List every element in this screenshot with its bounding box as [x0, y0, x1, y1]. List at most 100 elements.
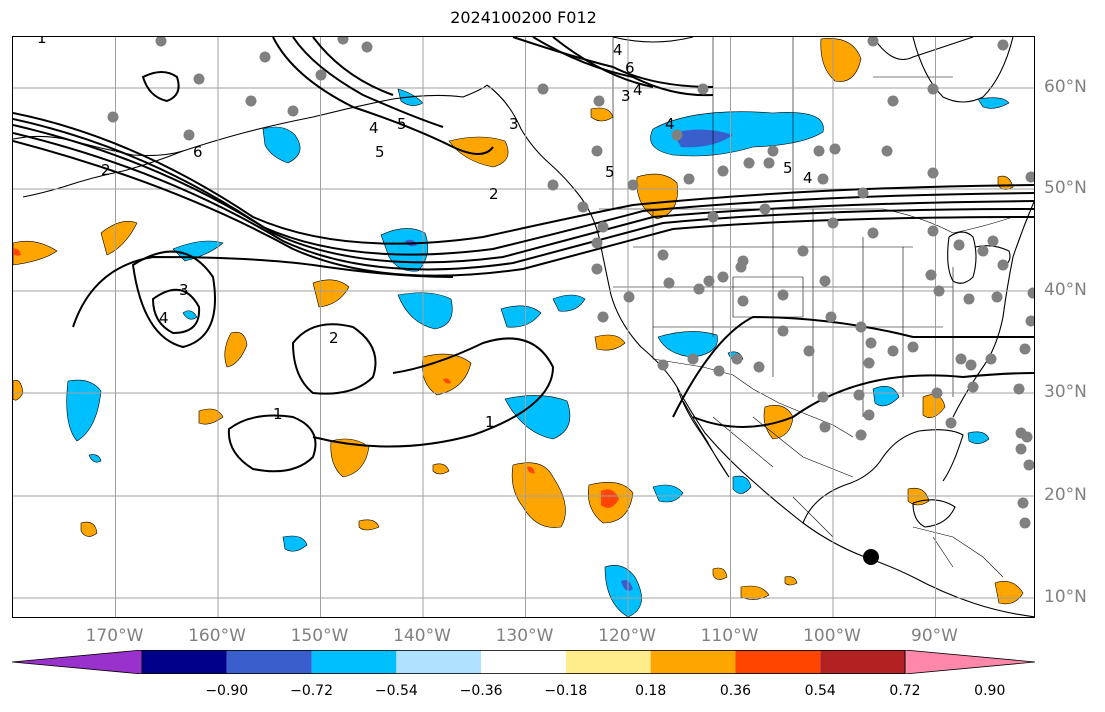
pos-patch-carib [994, 581, 1024, 605]
station-marker [713, 365, 725, 377]
station-marker [737, 255, 749, 267]
colorbar-tick-label: −0.54 [374, 683, 418, 699]
colorbar-segment [565, 650, 651, 674]
contour-label: 3 [179, 281, 189, 299]
neg-patch-hawaii-s [88, 454, 102, 463]
longitude-label: 140°W [393, 626, 451, 646]
station-marker [1025, 315, 1034, 327]
station-marker [825, 311, 837, 323]
colorbar-tick-label: −0.18 [544, 683, 588, 699]
baja-coast [676, 386, 730, 478]
canada-arctic [612, 37, 974, 61]
latitude-label: 10°N [1044, 587, 1087, 607]
station-marker [683, 173, 695, 185]
station-marker [907, 341, 919, 353]
latitude-label: 40°N [1044, 280, 1087, 300]
station-marker [819, 421, 831, 433]
station-marker [717, 165, 729, 177]
strong-positive-cores [13, 248, 619, 508]
contour-label: 5 [605, 163, 615, 181]
latitude-label: 60°N [1044, 77, 1087, 97]
station-marker [337, 37, 349, 45]
station-marker [703, 275, 715, 287]
pos-patch-tropic-a [511, 462, 566, 528]
contour-label: 2 [489, 185, 499, 203]
neg-patch-alaska-sw [262, 126, 301, 164]
us-states [613, 209, 954, 417]
longitude-label: 170°W [85, 626, 144, 646]
neg-patch-mex-w [732, 475, 752, 494]
contour-label: 1 [485, 413, 495, 431]
station-marker [1025, 171, 1034, 183]
colorbar-tick-label: −0.36 [459, 683, 503, 699]
colorbar-segment [820, 650, 905, 674]
colorbar-tick-label: 0.18 [635, 683, 667, 699]
station-marker [663, 277, 675, 289]
station-marker [657, 249, 669, 261]
station-marker [955, 353, 967, 365]
station-marker [597, 311, 609, 323]
station-marker [1027, 287, 1034, 299]
station-marker [743, 157, 755, 169]
station-marker [997, 39, 1009, 51]
station-marker [829, 143, 841, 155]
hudson-bay [912, 37, 1014, 103]
longitude-label: 110°W [700, 626, 759, 646]
station-marker [985, 353, 997, 365]
station-marker [763, 157, 775, 169]
colorbar-segment [142, 650, 227, 674]
station-marker [1021, 431, 1033, 443]
station-marker [753, 361, 765, 373]
contour-label: 6 [625, 59, 635, 77]
station-marker [731, 353, 743, 365]
station-marker [887, 345, 899, 357]
longitude-label: 90°W [911, 626, 958, 646]
negative-anomaly-fields [66, 88, 1010, 617]
pos-patch-west-mid [13, 379, 24, 401]
station-marker [1013, 383, 1025, 395]
contour-lines [13, 37, 1034, 473]
station-marker [933, 285, 945, 297]
latitude-label: 20°N [1044, 485, 1087, 505]
station-marker [977, 245, 989, 257]
pos-patch-south-c [784, 576, 798, 586]
pos-patch-bc-coast [448, 136, 509, 168]
pos-patch-pac-d [198, 408, 224, 425]
colorbar-segment [396, 650, 482, 674]
station-marker [315, 69, 327, 81]
longitude-label: 130°W [495, 626, 554, 646]
great-lakes [947, 231, 1011, 284]
gulf-mexico-coast [802, 429, 964, 524]
contour-label: 4 [633, 81, 643, 99]
contour-label: 3 [621, 87, 631, 105]
neg-patch-mid-pac2 [397, 292, 453, 330]
station-marker [997, 259, 1009, 271]
station-marker [927, 225, 939, 237]
station-marker [671, 129, 683, 141]
contour-label: 2 [329, 329, 339, 347]
pos-patch-alaska [100, 221, 138, 256]
positive-anomaly-fields [13, 38, 1024, 605]
station-marker [687, 353, 699, 365]
highlight-marker [863, 549, 879, 565]
colorbar-tick-label: 0.72 [889, 683, 921, 699]
station-marker [865, 337, 877, 349]
station-marker [767, 145, 779, 157]
colorbar-tick-label: −0.90 [205, 683, 249, 699]
station-marker [797, 245, 809, 257]
station-marker [777, 325, 789, 337]
contour-label: 1 [37, 37, 47, 47]
station-marker [827, 217, 839, 229]
neg-patch-mex-s [652, 484, 684, 503]
station-marker [813, 145, 825, 157]
map-title: 2024100200 F012 [450, 8, 597, 27]
station-marker [1019, 343, 1031, 355]
station-marker [623, 291, 635, 303]
neg-patch-south2 [604, 565, 642, 617]
neg-patch-gulf [872, 386, 900, 407]
pos-patch-south-b [740, 585, 770, 600]
contour-label: 5 [375, 143, 385, 161]
station-marker [591, 145, 603, 157]
